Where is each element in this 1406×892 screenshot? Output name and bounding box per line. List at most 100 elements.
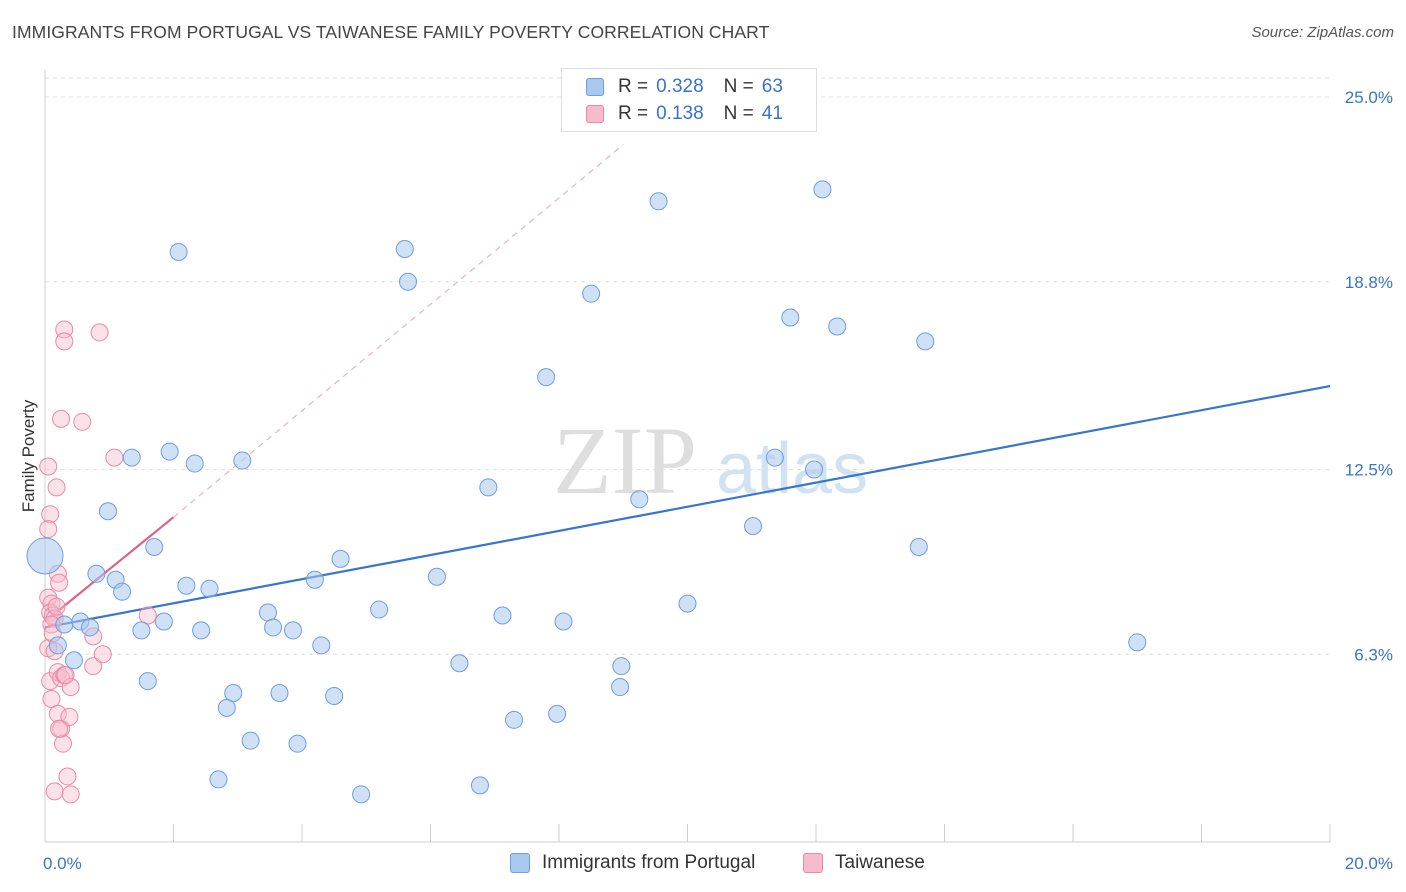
r-label: R = — [618, 76, 649, 97]
point-portugal — [312, 636, 331, 655]
point-portugal — [132, 621, 151, 640]
point-portugal — [305, 570, 324, 589]
point-taiwanese — [61, 785, 80, 804]
point-portugal — [916, 332, 935, 351]
trend-line-taiwanese-extension — [173, 144, 624, 518]
point-portugal — [479, 478, 498, 497]
y-tick-label: 6.3% — [1354, 645, 1393, 664]
point-portugal — [192, 621, 211, 640]
point-taiwanese — [90, 323, 109, 342]
chart-title: IMMIGRANTS FROM PORTUGAL VS TAIWANESE FA… — [12, 22, 770, 42]
trend-line-taiwanese — [44, 516, 175, 623]
point-portugal — [224, 684, 243, 702]
legend-item-portugal[interactable]: Immigrants from Portugal — [510, 852, 755, 874]
point-portugal — [582, 284, 601, 303]
trend-line-portugal — [44, 384, 1331, 629]
point-portugal — [87, 564, 106, 583]
point-taiwanese — [61, 678, 80, 697]
legend-swatch-taiwanese — [803, 853, 823, 873]
watermark-zip: ZIP — [553, 407, 697, 514]
point-portugal — [177, 576, 196, 595]
point-portugal — [352, 785, 371, 804]
point-portugal — [270, 684, 289, 702]
legend-label-portugal: Immigrants from Portugal — [542, 852, 756, 873]
point-taiwanese — [39, 520, 58, 539]
point-portugal — [554, 612, 573, 631]
legend-label-taiwanese: Taiwanese — [835, 852, 925, 873]
point-portugal — [264, 618, 283, 637]
point-portugal — [26, 537, 64, 575]
series-legend: Immigrants from Portugal Taiwanese — [0, 852, 1406, 878]
trend-lines — [44, 144, 1331, 629]
point-portugal — [765, 448, 784, 467]
point-portugal — [781, 308, 800, 327]
point-portugal — [331, 549, 350, 568]
point-portugal — [241, 731, 260, 750]
point-portugal — [537, 368, 556, 387]
point-portugal — [611, 678, 630, 697]
x-tick-label-max: 20.0% — [1345, 854, 1393, 873]
y-axis-title: Family Poverty — [19, 399, 38, 512]
point-taiwanese — [93, 645, 112, 664]
n-value: 41 — [761, 103, 783, 124]
point-portugal — [813, 180, 832, 199]
point-portugal — [470, 776, 489, 795]
point-taiwanese — [55, 332, 74, 351]
r-label: R = — [618, 103, 649, 124]
point-portugal — [284, 621, 303, 640]
point-portugal — [395, 239, 414, 258]
data-points — [26, 180, 1147, 804]
n-label: N = — [723, 76, 754, 97]
point-portugal — [145, 537, 164, 556]
point-portugal — [288, 734, 307, 753]
r-value: 0.328 — [656, 76, 704, 97]
stats-legend-row-portugal: R = 0.328 N = 63 — [586, 74, 783, 100]
point-taiwanese — [47, 597, 66, 616]
point-portugal — [450, 654, 469, 673]
point-portugal — [185, 454, 204, 473]
point-portugal — [548, 704, 567, 723]
stats-legend-row-taiwanese: R = 0.138 N = 41 — [586, 101, 783, 127]
swatch-taiwanese — [586, 105, 604, 123]
point-portugal — [427, 567, 446, 586]
point-portugal — [493, 606, 512, 625]
point-portugal — [217, 698, 236, 717]
point-portugal — [612, 657, 631, 676]
legend-swatch-portugal — [510, 853, 530, 873]
y-tick-label: 18.8% — [1345, 273, 1393, 292]
point-portugal — [113, 582, 132, 601]
point-portugal — [122, 448, 141, 467]
point-taiwanese — [138, 606, 157, 625]
axis-labels: 6.3% 12.5% 18.8% 25.0% 0.0% 20.0% Family Pover… — [19, 88, 1393, 873]
legend-item-taiwanese[interactable]: Taiwanese — [803, 852, 925, 874]
point-taiwanese — [47, 478, 66, 497]
point-taiwanese — [50, 719, 69, 738]
n-label: N = — [723, 103, 754, 124]
point-portugal — [678, 594, 697, 613]
point-portugal — [138, 672, 157, 691]
x-tick-label-min: 0.0% — [43, 854, 82, 873]
point-taiwanese — [41, 505, 60, 524]
y-tick-label: 12.5% — [1345, 461, 1393, 480]
point-portugal — [505, 710, 524, 729]
point-portugal — [370, 600, 389, 619]
swatch-portugal — [586, 78, 604, 96]
point-taiwanese — [53, 734, 72, 753]
point-portugal — [80, 618, 99, 637]
point-portugal — [233, 451, 252, 470]
point-portugal — [200, 579, 219, 598]
point-taiwanese — [84, 657, 103, 676]
point-portugal — [98, 502, 117, 521]
point-taiwanese — [45, 782, 64, 801]
point-taiwanese — [52, 409, 71, 428]
grid-lines — [45, 77, 1330, 655]
point-taiwanese — [39, 457, 58, 476]
point-portugal — [805, 460, 824, 479]
point-portugal — [55, 615, 74, 634]
point-portugal — [828, 317, 847, 336]
point-taiwanese — [58, 767, 77, 786]
point-portugal — [649, 192, 668, 211]
point-portugal — [160, 442, 179, 461]
point-portugal — [325, 686, 344, 705]
